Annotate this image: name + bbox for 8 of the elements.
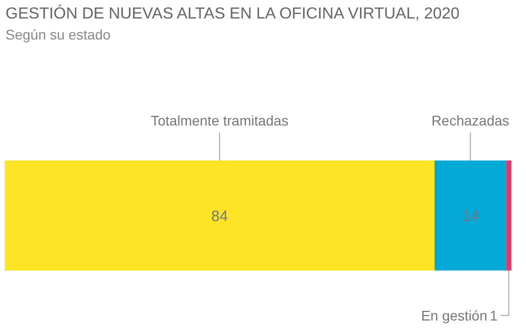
data-label: 14 <box>462 208 479 225</box>
data-label: 84 <box>211 208 228 225</box>
text: Rechazadas <box>431 112 510 128</box>
chart-subtitle: Según su estado <box>6 26 111 42</box>
text: En gestión <box>421 308 488 324</box>
data-label: 1 <box>490 308 498 324</box>
text: Totalmente tramitadas <box>150 112 288 128</box>
chart-title: GESTIÓN DE NUEVAS ALTAS EN LA OFICINA VIRTUAL, 2020 <box>6 4 460 22</box>
